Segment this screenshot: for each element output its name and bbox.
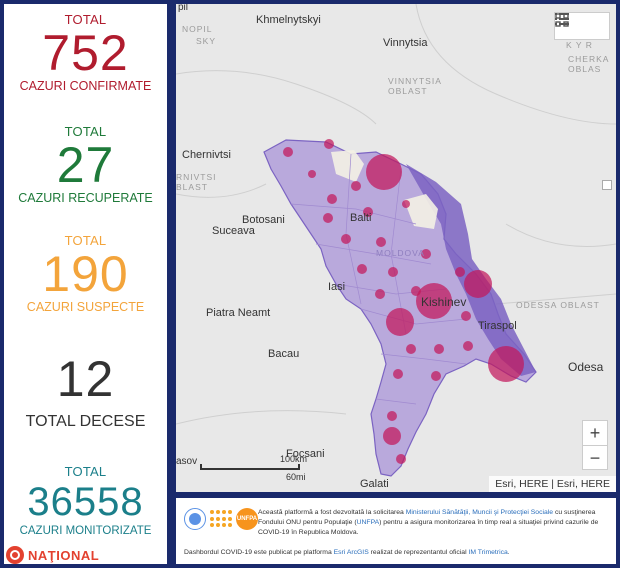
map-toolbar xyxy=(554,12,610,40)
transnistria-region[interactable] xyxy=(406,164,536,376)
bubble-criuleni[interactable] xyxy=(464,270,492,298)
stats-panel: TOTAL 752 CAZURI CONFIRMATE TOTAL 27 CAZ… xyxy=(4,4,167,564)
scale-bar: 100km 60mi xyxy=(200,454,320,484)
zoom-out-button[interactable]: − xyxy=(583,445,607,469)
footer-description: Această platformă a fost dezvoltată la s… xyxy=(258,508,610,538)
place-focsani: Focsani xyxy=(286,448,325,460)
trimetrica-link[interactable]: IM Trimetrica xyxy=(468,549,508,556)
suspected-stat: TOTAL 190 CAZURI SUSPECTE xyxy=(4,233,167,314)
region-borders xyxy=(176,4,616,425)
unfpa-logo: UNFPA xyxy=(236,508,258,530)
place-tiraspol: Tiraspol xyxy=(478,320,517,332)
place-iasi: Iasi xyxy=(328,281,346,293)
place-moldova: MOLDOVA xyxy=(376,248,425,258)
place-chernivtsi: Chernivtsi xyxy=(182,149,231,161)
ministry-link[interactable]: Ministerului Sănătăţii, Muncii şi Protec… xyxy=(405,509,554,516)
confirmed-caption: CAZURI CONFIRMATE xyxy=(19,79,152,93)
place-odesa: Odesa xyxy=(568,360,604,374)
map-attribution[interactable]: Esri, HERE | Esri, HERE xyxy=(489,476,616,492)
confirmed-label: TOTAL xyxy=(64,12,107,27)
case-bubbles[interactable] xyxy=(283,139,524,464)
region-kyr: K Y R xyxy=(566,40,593,50)
partner-logos: UNFPA xyxy=(184,508,258,530)
district-white-2 xyxy=(404,194,438,229)
region-sky: SKY xyxy=(196,36,217,46)
monitored-label: TOTAL xyxy=(64,464,107,479)
footer-text: Dashbordul COVID-19 este publicat pe pla… xyxy=(184,549,334,556)
place-piatra-neamt: Piatra Neamt xyxy=(206,307,271,319)
bubble-tiraspol[interactable] xyxy=(488,346,524,382)
region-rnivtsi-blast: RNIVTSI BLAST xyxy=(176,172,217,192)
monitored-caption: CAZURI MONITORIZATE xyxy=(19,525,152,537)
footer-text: . xyxy=(507,549,510,556)
monitored-count: 36558 xyxy=(27,480,144,524)
unfpa-link[interactable]: UNFPA xyxy=(356,519,380,526)
confirmed-stat: TOTAL 752 CAZURI CONFIRMATE xyxy=(4,12,167,93)
info-footer: UNFPA Această platformă a fost dezvoltat… xyxy=(176,498,616,564)
suspected-label: TOTAL xyxy=(64,233,107,248)
deaths-count: 12 xyxy=(56,351,115,407)
qr-grid-icon[interactable] xyxy=(555,13,604,34)
footer-text: ) pentru a asigura monitorizarea în timp… xyxy=(258,519,599,536)
region-odessa-oblast: ODESSA OBLAST xyxy=(516,300,600,310)
suspected-caption: CAZURI SUSPECTE xyxy=(26,300,145,314)
suspected-count: 190 xyxy=(42,246,129,302)
district-lines xyxy=(290,153,467,405)
zoom-in-button[interactable]: + xyxy=(589,423,601,443)
footer-platform-line: Dashbordul COVID-19 este publicat pe pla… xyxy=(184,549,614,556)
edge-label-asov: asov xyxy=(176,456,198,467)
recovered-caption: CAZURI RECUPERATE xyxy=(18,191,153,205)
un-logo-icon xyxy=(184,508,206,530)
bubble-ialoveni[interactable] xyxy=(386,308,414,336)
place-vinnytsia: Vinnytsia xyxy=(383,37,428,49)
expand-icon[interactable] xyxy=(602,180,612,190)
recovered-label: TOTAL xyxy=(64,124,107,139)
bubble-briceni[interactable] xyxy=(366,154,402,190)
place-galati: Galati xyxy=(360,478,389,490)
confirmed-count: 752 xyxy=(42,25,129,81)
scale-bar-line xyxy=(200,464,300,470)
scale-km: 100km xyxy=(280,454,308,464)
esri-arcgis-link[interactable]: Esri ArcGIS xyxy=(333,549,369,556)
district-white-1 xyxy=(331,150,364,182)
undp-dots-icon xyxy=(210,510,232,528)
region-cherka-oblas: CHERKA OBLAS xyxy=(568,54,610,74)
region-vinnytsia-oblast: VINNYTSIA OBLAST xyxy=(388,76,442,96)
place-bacau: Bacau xyxy=(268,348,300,360)
scale-mi: 60mi xyxy=(286,472,306,482)
recovered-stat: TOTAL 27 CAZURI RECUPERATE xyxy=(4,124,167,205)
place-khmelnytskyi: Khmelnytskyi xyxy=(256,14,321,26)
deaths-stat: 12 TOTAL DECESE xyxy=(4,353,167,431)
map-canvas[interactable] xyxy=(176,4,616,492)
footer-text: cu susţinerea Fondului ONU pentru Popula… xyxy=(258,509,596,526)
deaths-caption: TOTAL DECESE xyxy=(25,413,146,430)
zoom-control: + − xyxy=(582,420,608,470)
monitored-stat: TOTAL 36558 CAZURI MONITORIZATE xyxy=(4,464,167,537)
region-nopil: NOPIL xyxy=(182,24,213,34)
place-botosani: Botosani xyxy=(242,214,285,226)
recovered-count: 27 xyxy=(56,137,115,193)
brand-watermark: NAŢIONAL xyxy=(6,545,99,565)
national-logo-icon xyxy=(6,546,24,564)
bubble-cahul[interactable] xyxy=(383,427,401,445)
footer-text: Această platformă a fost dezvoltată la s… xyxy=(258,509,406,516)
place-balti: Balti xyxy=(350,212,372,224)
place-kishinev: Kishinev xyxy=(421,295,467,309)
map-view[interactable]: Khmelnytskyi Vinnytsia Chernivtsi Botosa… xyxy=(176,4,616,492)
footer-text: realizat de reprezentantul oficial xyxy=(368,549,469,556)
edge-label-pil: pil xyxy=(178,4,189,13)
brand-name: NAŢIONAL xyxy=(28,547,100,563)
place-suceava: Suceava xyxy=(212,225,255,237)
bubble-kishinev[interactable] xyxy=(416,283,452,319)
